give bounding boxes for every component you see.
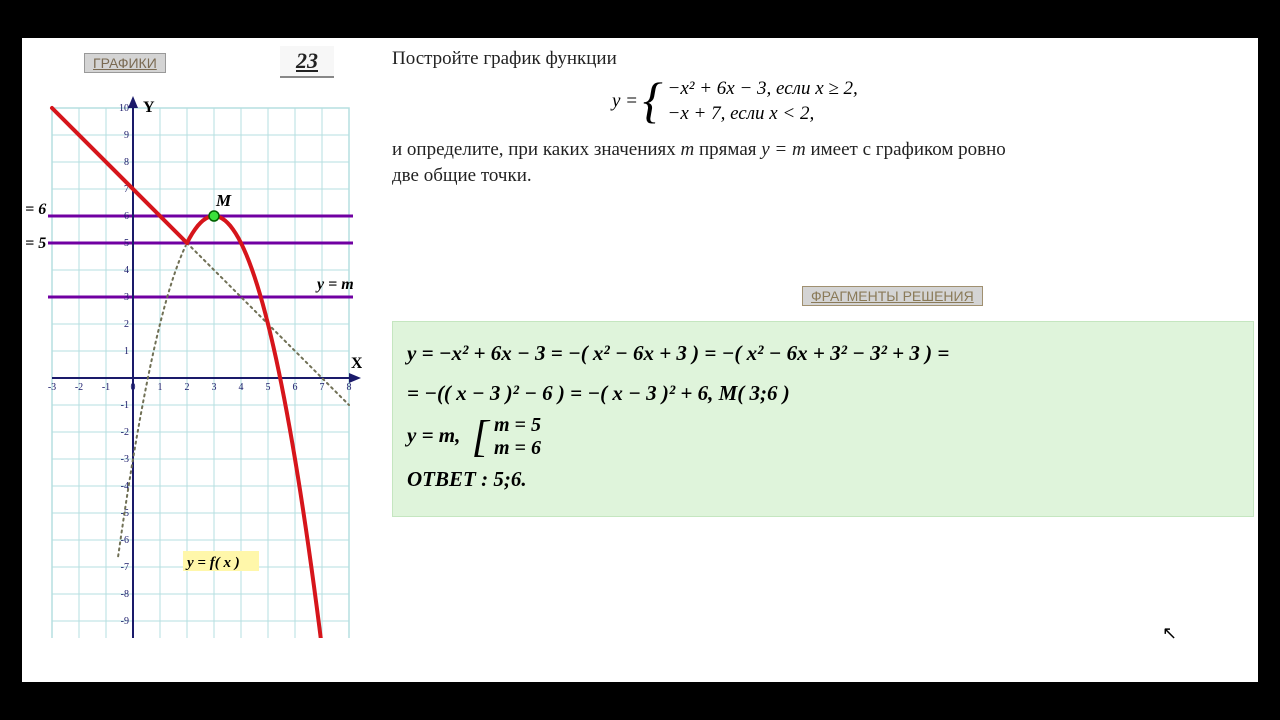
svg-text:-1: -1 [121, 400, 129, 411]
svg-text:M: M [215, 191, 232, 210]
piecewise-case2: −x + 7, если x < 2, [668, 102, 858, 127]
svg-text:-9: -9 [121, 616, 129, 627]
m-case1: m = 5 [494, 414, 541, 437]
svg-text:5: 5 [124, 238, 129, 249]
solution-box: y = −x² + 6x − 3 = −( x² − 6x + 3 ) = −(… [392, 321, 1254, 517]
graph-section-title: ГРАФИКИ [84, 53, 166, 73]
piecewise-function: y = { −x² + 6x − 3, если x ≥ 2, −x + 7, … [612, 77, 1252, 127]
y-equals: y = [612, 90, 638, 111]
svg-text:1: 1 [124, 346, 129, 357]
problem-line1: Постройте график функции [392, 48, 617, 69]
svg-text:8: 8 [347, 382, 352, 393]
function-graph: -3-2-1012345678-10-9-8-7-6-5-4-3-2-11234… [22, 78, 362, 638]
svg-text:-2: -2 [121, 427, 129, 438]
svg-text:X: X [351, 355, 362, 372]
svg-text:Y: Y [143, 99, 155, 116]
svg-text:-7: -7 [121, 562, 129, 573]
svg-text:-1: -1 [102, 382, 110, 393]
problem-line2: и определите, при каких значениях m прям… [392, 137, 1252, 190]
svg-text:0: 0 [131, 382, 136, 393]
solution-line2: = −(( x − 3 )² − 6 ) = −( x − 3 )² + 6, … [407, 374, 1239, 414]
svg-text:9: 9 [124, 130, 129, 141]
svg-text:2: 2 [185, 382, 190, 393]
piecewise-case1: −x² + 6x − 3, если x ≥ 2, [668, 77, 858, 102]
svg-text:-3: -3 [121, 454, 129, 465]
problem-number: 23 [280, 46, 334, 78]
svg-text:y = 6: y = 6 [22, 201, 46, 218]
problem-statement: Постройте график функции [392, 46, 1252, 73]
svg-text:5: 5 [266, 382, 271, 393]
svg-text:-2: -2 [75, 382, 83, 393]
svg-text:y = f( x ): y = f( x ) [185, 555, 240, 571]
brace-icon: { [643, 75, 663, 125]
m-case2: m = 6 [494, 437, 541, 460]
solution-line1: y = −x² + 6x − 3 = −( x² − 6x + 3 ) = −(… [407, 334, 1239, 374]
svg-text:4: 4 [124, 265, 129, 276]
svg-text:y = m: y = m [315, 276, 354, 293]
sq-bracket-icon: [ [472, 415, 489, 459]
svg-text:2: 2 [124, 319, 129, 330]
svg-text:y = 5: y = 5 [22, 235, 46, 252]
solution-line3: y = m, [ m = 5 m = 6 [407, 414, 1239, 460]
svg-text:1: 1 [158, 382, 163, 393]
content-area: ГРАФИКИ 23 -3-2-1012345678-10-9-8-7-6-5-… [22, 38, 1258, 682]
svg-text:4: 4 [239, 382, 244, 393]
svg-text:-3: -3 [48, 382, 56, 393]
cursor-icon: ↖ [1162, 623, 1177, 644]
svg-text:3: 3 [124, 292, 129, 303]
solution-section-title: ФРАГМЕНТЫ РЕШЕНИЯ [802, 286, 983, 306]
right-column: Постройте график функции y = { −x² + 6x … [392, 46, 1252, 190]
svg-text:7: 7 [320, 382, 325, 393]
graph-container: -3-2-1012345678-10-9-8-7-6-5-4-3-2-11234… [22, 78, 372, 658]
svg-text:8: 8 [124, 157, 129, 168]
svg-text:6: 6 [124, 211, 129, 222]
svg-text:6: 6 [293, 382, 298, 393]
svg-text:10: 10 [119, 103, 129, 114]
solution-answer: ОТВЕТ : 5;6. [407, 460, 1239, 500]
svg-text:-8: -8 [121, 589, 129, 600]
svg-text:3: 3 [212, 382, 217, 393]
